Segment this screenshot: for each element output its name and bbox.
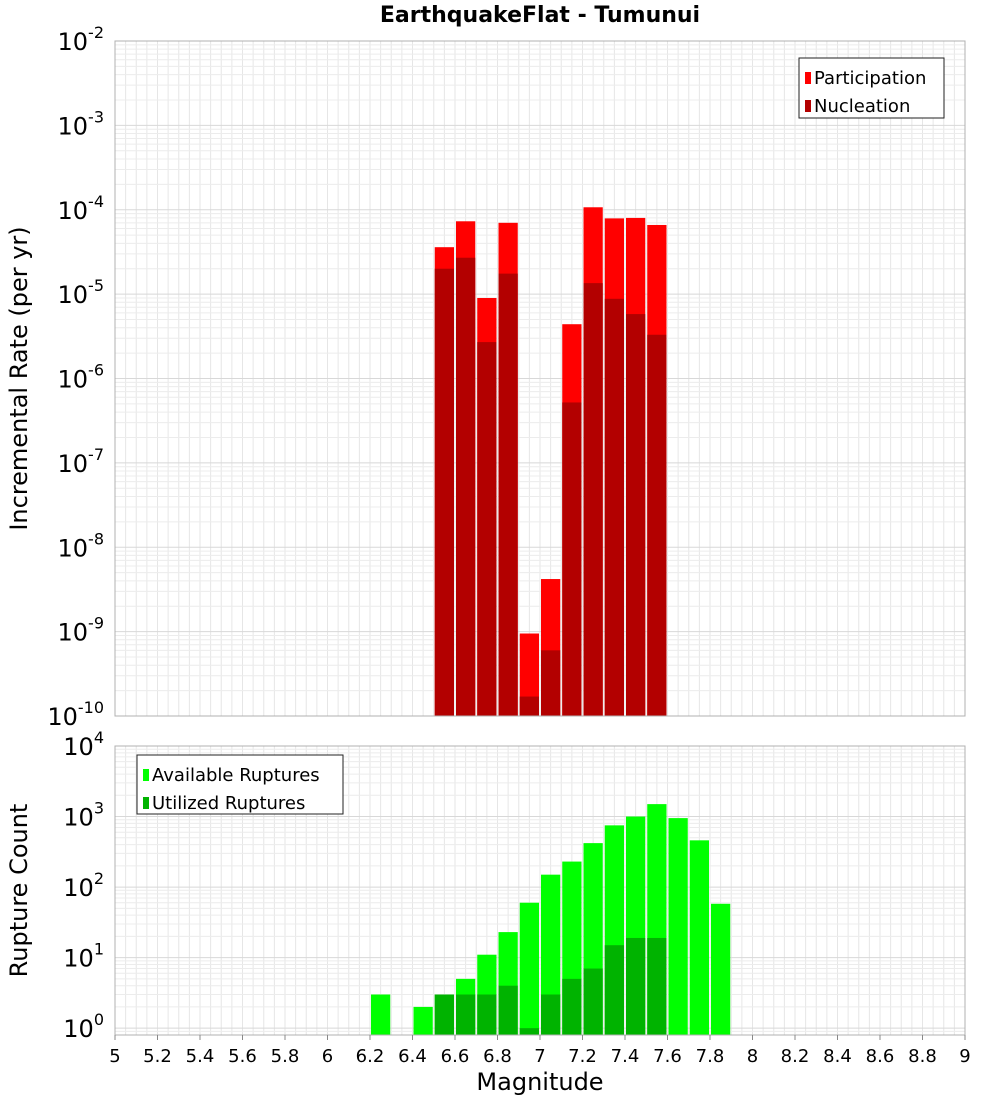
- bar-available-ruptures: [711, 903, 731, 1035]
- bars: [371, 804, 731, 1035]
- x-tick-label: 5.6: [228, 1046, 257, 1067]
- x-tick-label: 6.8: [483, 1046, 512, 1067]
- bar-nucleation: [583, 283, 603, 716]
- bar-participation: [519, 633, 539, 716]
- bar-utilized-ruptures: [626, 937, 646, 1035]
- y-tick-label: 10-6: [58, 361, 105, 394]
- bar-utilized-ruptures: [583, 968, 603, 1035]
- y-tick-label: 10-3: [58, 107, 105, 140]
- legend-entry-label: Nucleation: [814, 96, 910, 117]
- y-tick-label: 104: [63, 728, 104, 761]
- bar-nucleation: [647, 334, 667, 716]
- y-ticks: 100 101 102 103 104: [63, 728, 104, 1043]
- bar-nucleation: [562, 402, 582, 716]
- bar-nucleation: [434, 268, 454, 716]
- y-tick-label: 102: [63, 869, 104, 902]
- x-tick-label: 7.6: [653, 1046, 682, 1067]
- legend: Available Ruptures Utilized Ruptures: [136, 754, 344, 815]
- panel-incremental-rate: 10-10 10-9 10-8 10-7 10-6 10-5 10-4 10-3 10-2 Inc…: [5, 23, 966, 731]
- legend-box: [136, 754, 344, 815]
- x-tick-label: 8.2: [781, 1046, 810, 1067]
- legend-swatch: [805, 100, 811, 112]
- x-axis: 5 5.2 5.4 5.6 5.8 6 6.2 6.4 6.6 6.8 7 7.2 7.4 7.6 7.8 8…: [109, 1035, 971, 1067]
- x-tick-label: 9: [959, 1046, 970, 1067]
- y-tick-label: 10-2: [58, 23, 105, 56]
- legend-entry-label: Available Ruptures: [152, 765, 320, 786]
- chart-title: EarthquakeFlat - Tumunui: [380, 3, 700, 28]
- x-tick-label: 5.8: [271, 1046, 300, 1067]
- x-tick-label: 7.4: [611, 1046, 640, 1067]
- bar-available-ruptures: [689, 840, 709, 1035]
- legend-swatch: [143, 797, 149, 809]
- legend-swatch: [143, 769, 149, 781]
- x-tick-label: 6: [322, 1046, 333, 1067]
- x-tick-label: 8.8: [908, 1046, 937, 1067]
- bar-available-ruptures: [371, 994, 391, 1035]
- bar-utilized-ruptures: [477, 994, 497, 1035]
- bar-available-ruptures: [413, 1006, 433, 1035]
- x-tick-label: 8.4: [823, 1046, 852, 1067]
- bar-nucleation: [604, 298, 624, 716]
- legend-swatch: [805, 72, 811, 84]
- x-tick-label: 6.6: [441, 1046, 470, 1067]
- x-tick-label: 6.4: [398, 1046, 427, 1067]
- bar-nucleation: [626, 314, 646, 716]
- bar-nucleation: [498, 273, 518, 716]
- y-tick-label: 10-9: [58, 614, 105, 647]
- bar-utilized-ruptures: [541, 994, 561, 1035]
- bar-utilized-ruptures: [562, 978, 582, 1035]
- plot-frame: [114, 40, 966, 717]
- x-tick-label: 6.2: [356, 1046, 385, 1067]
- x-axis-label: Magnitude: [476, 1068, 603, 1096]
- panel-rupture-count: 100 101 102 103 104 Rupture Count Available Ru…: [5, 728, 966, 1043]
- y-tick-label: 10-8: [58, 529, 105, 562]
- legend-entry-label: Participation: [814, 68, 926, 89]
- x-tick-label: 8.6: [866, 1046, 895, 1067]
- y-tick-label: 10-4: [58, 192, 105, 225]
- legend: Participation Nucleation: [798, 57, 945, 119]
- x-tick-label: 7.8: [696, 1046, 725, 1067]
- x-tick-label: 5: [109, 1046, 120, 1067]
- y-tick-label: 10-5: [58, 276, 105, 309]
- x-tick-label: 7.2: [568, 1046, 597, 1067]
- bar-nucleation: [477, 342, 497, 716]
- y-tick-label: 10-7: [58, 445, 105, 478]
- x-tick-label: 8: [747, 1046, 758, 1067]
- bar-nucleation: [519, 696, 539, 716]
- bar-utilized-ruptures: [519, 1028, 539, 1035]
- x-tick-label: 5.2: [143, 1046, 172, 1067]
- legend-entry-label: Utilized Ruptures: [152, 793, 305, 814]
- grid: [114, 40, 966, 717]
- bar-nucleation: [456, 257, 476, 716]
- bars: [434, 207, 667, 717]
- y-axis-label: Incremental Rate (per yr): [5, 226, 33, 530]
- y-ticks: 10-10 10-9 10-8 10-7 10-6 10-5 10-4 10-3 10-2: [47, 23, 104, 731]
- bar-utilized-ruptures: [456, 994, 476, 1035]
- bar-available-ruptures: [519, 902, 539, 1035]
- x-tick-label: 5.4: [186, 1046, 215, 1067]
- x-tick-label: 7: [534, 1046, 545, 1067]
- bar-utilized-ruptures: [498, 985, 518, 1035]
- legend-box: [798, 57, 945, 119]
- y-tick-label: 101: [63, 940, 104, 973]
- y-tick-label: 10-10: [47, 698, 104, 731]
- bar-nucleation: [541, 650, 561, 716]
- y-axis-label: Rupture Count: [5, 804, 33, 978]
- bar-utilized-ruptures: [604, 945, 624, 1035]
- bar-utilized-ruptures: [434, 994, 454, 1035]
- y-tick-label: 103: [63, 799, 104, 832]
- bar-utilized-ruptures: [647, 937, 667, 1035]
- y-tick-label: 100: [63, 1010, 104, 1043]
- bar-available-ruptures: [668, 818, 688, 1035]
